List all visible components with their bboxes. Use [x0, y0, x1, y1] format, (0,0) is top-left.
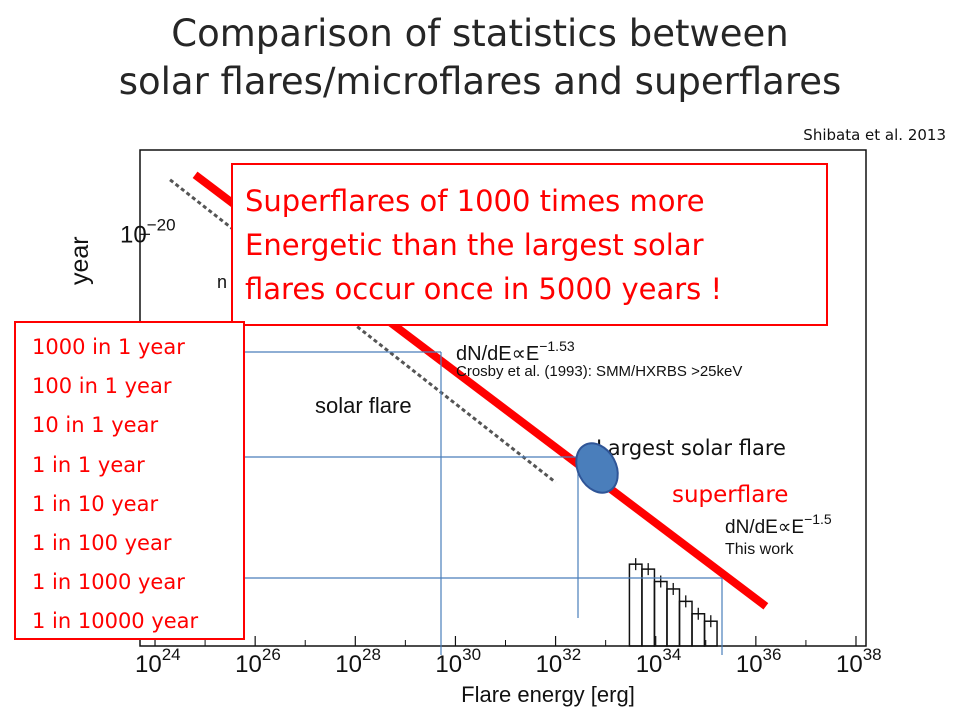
callout-line-1: Superflares of 1000 times more [245, 184, 705, 218]
y-tick-label: 10−20 [120, 215, 176, 248]
title-line-1: Comparison of statistics between [171, 12, 789, 55]
solar-flare-fit-line [169, 178, 557, 484]
x-axis: 1024 1026 1028 1030 1032 1034 1036 1038 [135, 636, 882, 678]
callout-line-2: Energetic than the largest solar [245, 228, 704, 262]
histogram-bar [628, 563, 643, 647]
title-line-2: solar flares/microflares and superflares [118, 60, 842, 103]
frequency-item: 1 in 10000 year [32, 609, 199, 634]
guide-lines [208, 351, 723, 655]
histogram [628, 558, 718, 647]
frequency-item: 10 in 1 year [32, 413, 159, 438]
frequency-item: 1 in 1 year [32, 452, 145, 477]
frequency-legend: 1000 in 1 year 100 in 1 year 10 in 1 yea… [14, 321, 245, 640]
x-tick-label: 1030 [435, 645, 481, 678]
x-tick-label: 1032 [536, 645, 582, 678]
superflare-fit-source: This work [725, 541, 794, 558]
callout-line-3: flares occur once in 5000 years ! [245, 272, 723, 306]
frequency-item: 1 in 1000 year [32, 570, 185, 595]
superflare-label: superflare [672, 482, 788, 508]
y-axis-label-text: year [66, 236, 94, 285]
largest-solar-flare-marker [575, 442, 619, 494]
histogram-bar [641, 568, 656, 647]
x-tick-label: 1036 [736, 645, 782, 678]
y-axis-label: year [66, 236, 94, 285]
x-tick-label: 1028 [335, 645, 381, 678]
frequency-item: 100 in 1 year [32, 374, 172, 399]
x-tick-label: 1024 [135, 645, 181, 678]
slide-title: Comparison of statistics between solar f… [0, 10, 960, 106]
histogram-bar [678, 600, 693, 647]
frequency-item: 1 in 10 year [32, 491, 159, 516]
solar-flare-label: solar flare [315, 393, 412, 418]
solar-fit-source: Crosby et al. (1993): SMM/HXRBS >25keV [456, 363, 742, 380]
superflare-callout: Superflares of 1000 times more Energetic… [231, 163, 828, 326]
frequency-item: 1000 in 1 year [32, 335, 185, 359]
largest-solar-flare-label: Largest solar flare [596, 436, 786, 460]
x-tick-label: 1026 [235, 645, 281, 678]
histogram-bar [666, 588, 681, 647]
svg-text:year: year [66, 236, 94, 285]
partial-label-n: n [217, 272, 227, 292]
histogram-bar [653, 580, 668, 647]
solar-fit-label: dN/dE∝E−1.53 [456, 338, 575, 365]
x-tick-label: 1038 [836, 645, 882, 678]
x-axis-title: Flare energy [erg] [461, 682, 635, 707]
citation: Shibata et al. 2013 [803, 126, 946, 144]
x-tick-label: 1034 [636, 645, 682, 678]
frequency-item: 1 in 100 year [32, 531, 172, 556]
superflare-fit-label: dN/dE∝E−1.5 [725, 511, 832, 538]
